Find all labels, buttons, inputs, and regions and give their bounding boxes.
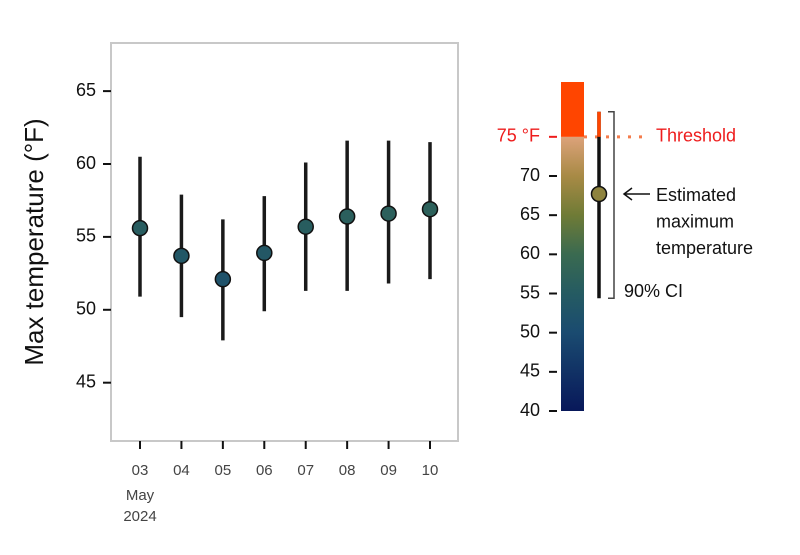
x-tick-label: 09 [380,462,397,479]
x-tick-label: 07 [297,462,314,479]
colorbar-tick-label: 60 [520,243,540,263]
x-tick-label: 03 [132,462,149,479]
point [421,200,439,218]
point [173,247,190,265]
colorbar-tick-label: 40 [520,400,540,420]
y-tick-label: 55 [76,226,96,246]
ci-bracket [608,111,615,299]
colorbar-tick-label: 45 [520,361,540,381]
y-tick-label: 65 [76,80,96,100]
x-tick-label: 05 [215,462,232,479]
y-tick-label: 45 [76,371,96,391]
y-tick-label: 60 [76,153,96,173]
x-group-label: May [126,487,155,504]
x-tick-label: 08 [339,462,356,479]
y-tick-label: 50 [76,299,96,319]
x-tick-label: 10 [422,462,439,479]
point [131,219,149,237]
colorbar-tick-label: 50 [520,321,540,341]
colorbar-tick-label: 65 [520,204,540,224]
point [214,270,232,288]
arrow [622,187,650,201]
legend-point-label: Estimated [656,185,736,205]
point [256,244,273,262]
legend-point-label: maximum [656,211,734,231]
x-tick-label: 06 [256,462,273,479]
colorbar-above [561,82,584,137]
x-group-label: 2024 [123,508,156,525]
colorbar-tick-label: 70 [520,165,540,185]
legend-point [590,185,608,203]
legend-point-label: temperature [656,238,753,258]
colorbar [561,136,584,412]
colorbar-tick-label: 55 [520,282,540,302]
colorbar-tick-label: 75 °F [497,126,540,146]
plot-frame [110,42,459,442]
point [380,205,397,222]
y-axis-label: Max temperature (°F) [19,118,49,365]
point [297,218,314,235]
point [338,208,356,225]
legend-ci-label: 90% CI [624,281,683,301]
threshold-label: Threshold [656,126,736,146]
x-tick-label: 04 [173,462,190,479]
